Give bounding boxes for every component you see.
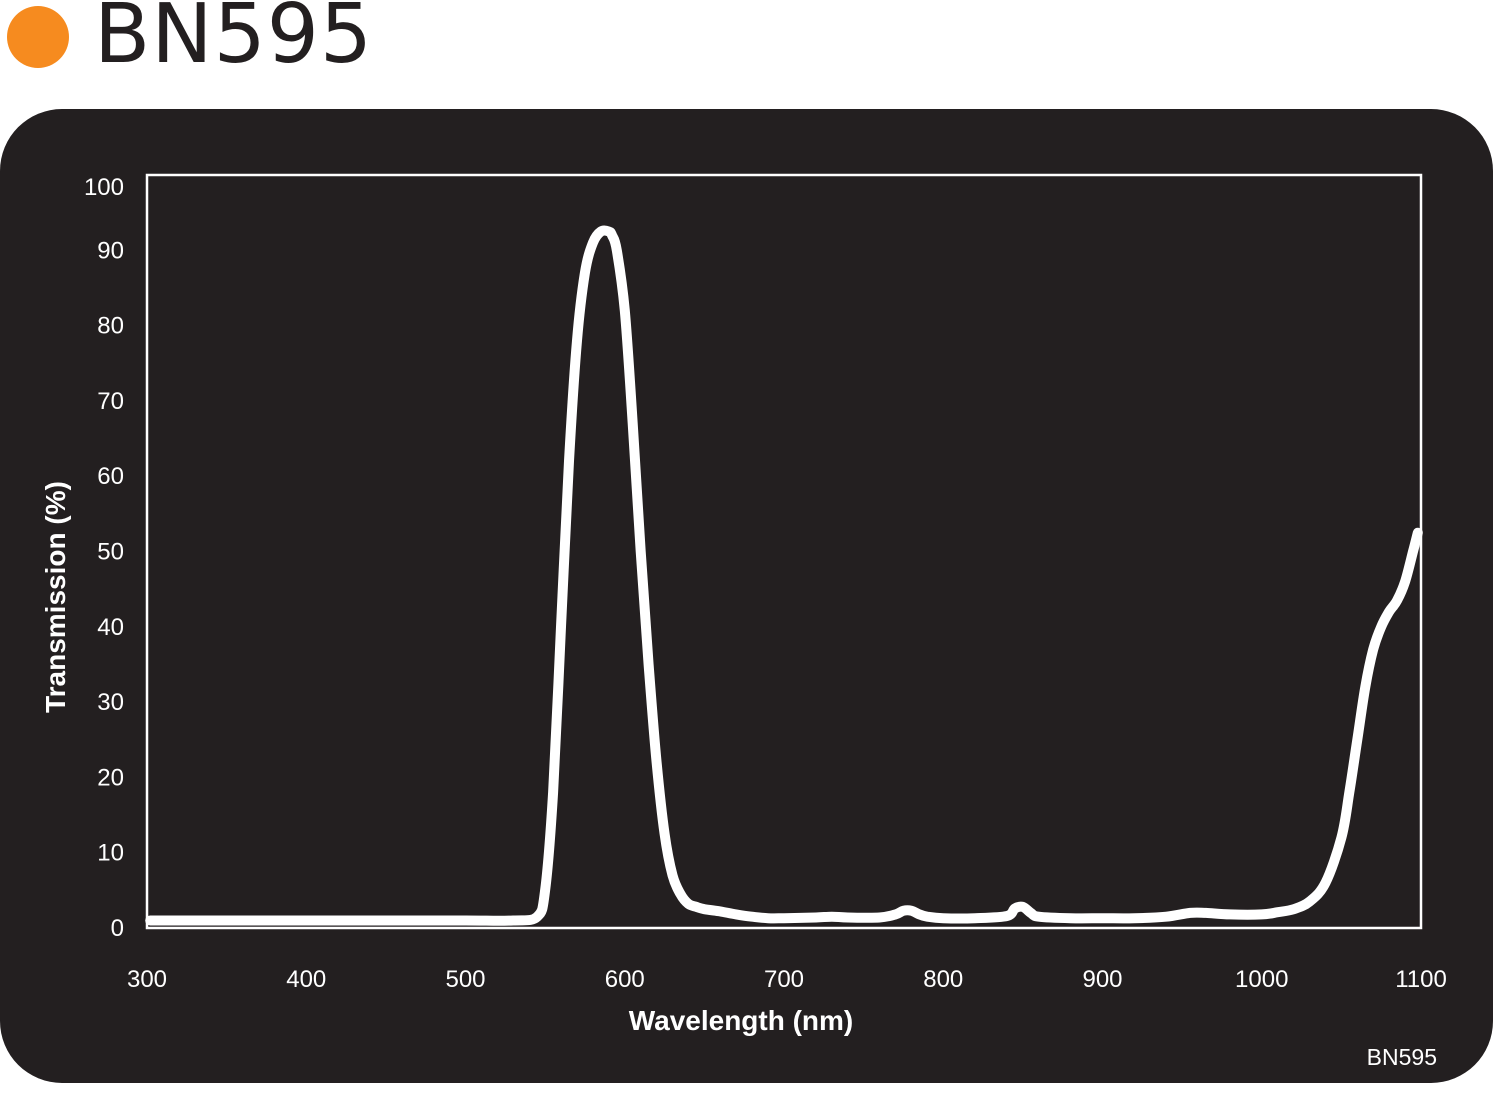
y-tick-label: 40	[97, 614, 124, 641]
y-tick-label: 30	[97, 689, 124, 716]
transmission-line	[145, 225, 1423, 926]
color-dot-icon	[7, 6, 69, 68]
transmission-chart: 0 10 20 30 40 50 60 70 80 90 100 300 400 500 600 700 80…	[40, 173, 1447, 1036]
y-axis-label: Transmission (%)	[40, 481, 71, 713]
y-tick-label: 70	[97, 388, 124, 415]
header: BN595	[0, 0, 1500, 100]
x-tick-label: 300	[127, 966, 167, 993]
x-tick-label: 1100	[1395, 966, 1447, 993]
x-tick-labels: 300 400 500 600 700 800 900 1000 1100	[127, 966, 1447, 993]
y-tick-label: 100	[84, 174, 124, 201]
x-tick-label: 1000	[1235, 966, 1288, 993]
y-tick-label: 20	[97, 764, 124, 791]
x-tick-label: 400	[286, 966, 326, 993]
x-tick-label: 800	[923, 966, 963, 993]
y-tick-label: 10	[97, 840, 124, 867]
footnote-label: BN595	[1366, 1044, 1437, 1070]
y-tick-label: 0	[111, 915, 124, 942]
x-tick-label: 500	[445, 966, 485, 993]
y-tick-label: 50	[97, 539, 124, 566]
y-tick-label: 90	[97, 237, 124, 264]
y-tick-label: 60	[97, 463, 124, 490]
y-tick-label: 80	[97, 313, 124, 340]
x-tick-label: 900	[1082, 966, 1122, 993]
x-axis-label: Wavelength (nm)	[629, 1005, 854, 1036]
chart-panel: 0 10 20 30 40 50 60 70 80 90 100 300 400 500 600 700 80…	[0, 109, 1493, 1083]
y-tick-labels: 0 10 20 30 40 50 60 70 80 90 100	[84, 174, 124, 942]
page-title: BN595	[94, 0, 374, 82]
plot-frame	[145, 173, 1423, 930]
x-tick-label: 600	[605, 966, 645, 993]
x-tick-label: 700	[764, 966, 804, 993]
